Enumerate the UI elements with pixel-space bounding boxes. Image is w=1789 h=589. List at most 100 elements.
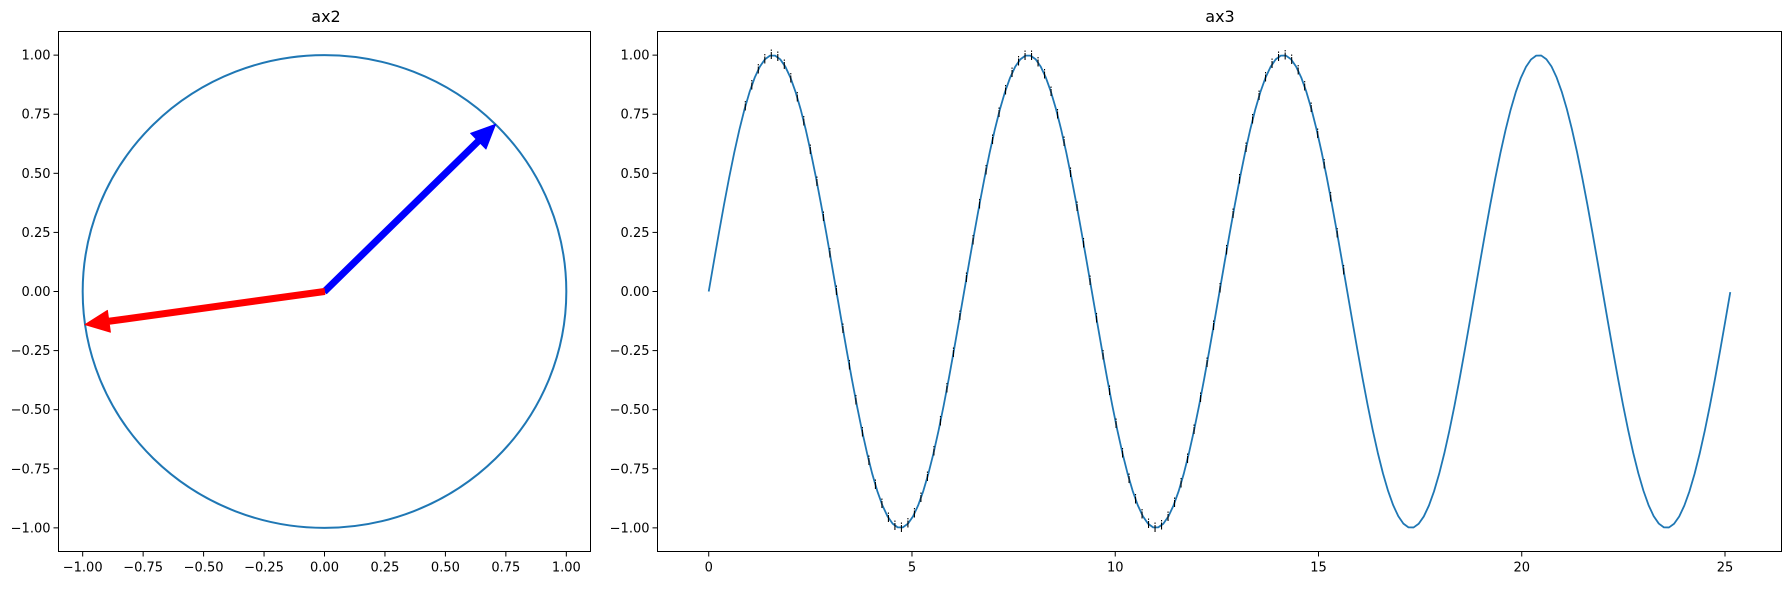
point-label-i: i: [854, 393, 857, 407]
point-label-i: i: [939, 415, 942, 429]
ax3-x-tick-label: 0: [705, 561, 713, 576]
point-label-i: i: [1277, 50, 1280, 64]
point-label-i: i: [835, 284, 838, 298]
point-label-i: i: [1238, 173, 1241, 187]
point-label-i: i: [1323, 157, 1326, 171]
ax2-x-tick-label: 0.25: [370, 561, 399, 576]
ax2-y-ticks: −1.00 −0.75 −0.50 −0.25 0.00 0.25 0.50 0.75 1.00: [11, 49, 59, 536]
unit-circle-line: [81, 54, 568, 529]
point-label-i: i: [971, 234, 974, 248]
ax3-frame: [657, 31, 1782, 552]
point-label-i: i: [867, 454, 870, 468]
point-label-i: i: [1244, 141, 1247, 155]
ax2-x-tick-label: 0.75: [491, 561, 520, 576]
point-label-i: i: [1297, 64, 1300, 78]
point-label-i: i: [809, 143, 812, 157]
point-label-i: i: [1147, 517, 1150, 531]
point-label-i: i: [1290, 53, 1293, 67]
ax3-y-tick-label: −1.00: [610, 521, 650, 536]
point-label-i: i: [913, 507, 916, 521]
point-label-i: i: [1205, 356, 1208, 370]
point-label-i: i: [978, 198, 981, 212]
ax2-x-tick-label: 0.50: [431, 561, 460, 576]
point-label-i: i: [1173, 496, 1176, 510]
ax2-x-tick-label: 1.00: [552, 561, 581, 576]
point-label-i: i: [997, 106, 1000, 120]
point-label-i: i: [958, 309, 961, 323]
point-label-i: i: [1069, 166, 1072, 180]
ax3-y-tick-label: 1.00: [621, 49, 650, 64]
ax2-y-tick-label: 1.00: [22, 49, 51, 64]
point-label-i: i: [1192, 423, 1195, 437]
point-label-i: i: [1336, 227, 1339, 241]
point-label-i: i: [796, 91, 799, 105]
point-label-i: i: [1264, 70, 1267, 84]
point-label-i: i: [822, 210, 825, 224]
point-label-i: i: [815, 175, 818, 189]
point-label-i: i: [1075, 200, 1078, 214]
point-label-i: i: [1101, 349, 1104, 363]
point-label-i: i: [1310, 101, 1313, 115]
ax3-y-tick-label: −0.75: [610, 462, 650, 477]
ax3-y-tick-label: 0.75: [621, 108, 650, 123]
point-label-i: i: [1030, 49, 1033, 63]
point-label-i: i: [1329, 191, 1332, 205]
point-label-i: i: [965, 271, 968, 285]
point-label-i: i: [1114, 417, 1117, 431]
point-label-i: i: [1199, 391, 1202, 405]
point-label-i: i: [1160, 518, 1163, 532]
point-label-i: i: [1316, 127, 1319, 141]
point-label-i: i: [932, 444, 935, 458]
point-label-i: i: [1225, 244, 1228, 258]
point-label-i: i: [1218, 281, 1221, 295]
point-label-i: i: [1303, 80, 1306, 94]
ax2-x-tick-label: −1.00: [63, 561, 103, 576]
ax2-y-tick-label: −1.00: [11, 521, 51, 536]
point-label-i: i: [926, 470, 929, 484]
ax2-title: ax2: [311, 7, 340, 26]
point-label-i: i: [1095, 312, 1098, 326]
point-label-i: i: [1231, 207, 1234, 221]
point-label-i: i: [1082, 236, 1085, 250]
point-label-i: i: [1121, 447, 1124, 461]
point-label-i: i: [1043, 67, 1046, 81]
ax2-x-tick-label: −0.25: [244, 561, 284, 576]
ax3-y-tick-label: 0.25: [621, 226, 650, 241]
point-label-i: i: [952, 346, 955, 360]
ax2-x-ticks: −1.00 −0.75 −0.50 −0.25 0.00 0.25 0.50 0.75 1.00: [63, 551, 581, 576]
ax3-plot-area: [707, 54, 1732, 529]
sine-line: [707, 54, 1732, 529]
point-label-i: i: [906, 517, 909, 531]
ax3-x-tick-label: 15: [1310, 561, 1327, 576]
point-label-i: i: [1342, 264, 1345, 278]
point-label-i: i: [1257, 89, 1260, 103]
point-label-i: i: [802, 115, 805, 129]
point-label-i: i: [1212, 319, 1215, 333]
ax3-title: ax3: [1205, 7, 1234, 26]
point-label-i: i: [1049, 85, 1052, 99]
ax3-y-tick-label: −0.50: [610, 403, 650, 418]
ax3-y-tick-label: −0.25: [610, 344, 650, 359]
point-label-i: i: [1251, 113, 1254, 127]
point-label-i: i: [861, 425, 864, 439]
red-arrow: [84, 288, 326, 333]
point-label-i: i: [1270, 57, 1273, 71]
point-label-i: i: [1108, 384, 1111, 398]
point-label-i: i: [887, 511, 890, 525]
ax3-y-tick-label: 0.00: [621, 285, 650, 300]
point-label-i: i: [991, 133, 994, 147]
ax2-x-tick-label: −0.50: [184, 561, 224, 576]
point-label-i: i: [1127, 472, 1130, 486]
blue-arrow: [321, 123, 496, 295]
point-label-i: i: [984, 164, 987, 178]
point-label-i: i: [828, 247, 831, 261]
point-label-i: i: [763, 52, 766, 66]
point-label-i: i: [848, 359, 851, 373]
ax2-frame: [58, 31, 591, 552]
point-label-i: i: [1284, 48, 1287, 62]
point-label-i: i: [789, 72, 792, 86]
point-label-i: i: [945, 382, 948, 396]
ax2-plot-area: [81, 54, 568, 529]
